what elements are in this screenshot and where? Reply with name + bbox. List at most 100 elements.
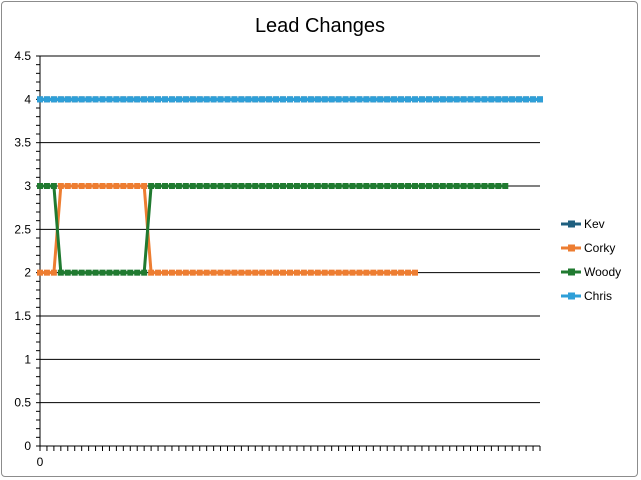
series-point-chris	[238, 96, 245, 103]
series-point-woody	[502, 183, 509, 189]
series-point-chris	[287, 96, 293, 103]
series-point-chris	[328, 96, 335, 103]
series-point-woody	[460, 183, 467, 189]
series-point-corky	[134, 183, 141, 189]
series-point-woody	[43, 183, 50, 189]
series-point-chris	[342, 96, 349, 103]
legend-label-chris: Chris	[584, 289, 612, 303]
series-point-woody	[113, 269, 120, 276]
series-point-corky	[50, 269, 57, 276]
series-point-chris	[175, 96, 182, 103]
series-point-woody	[432, 183, 439, 189]
series-point-woody	[238, 183, 245, 189]
series-point-woody	[425, 183, 432, 189]
series-point-corky	[196, 269, 203, 276]
series-point-chris	[356, 96, 363, 103]
series-point-chris	[259, 96, 266, 103]
series-point-woody	[342, 183, 349, 189]
series-point-corky	[99, 183, 106, 189]
series-point-corky	[314, 269, 321, 276]
series-point-corky	[412, 269, 418, 276]
series-point-chris	[307, 96, 314, 103]
series-point-chris	[439, 96, 446, 103]
series-point-chris	[245, 96, 252, 103]
series-point-woody	[412, 183, 418, 189]
series-point-woody	[439, 183, 446, 189]
series-point-corky	[224, 269, 231, 276]
series-point-corky	[78, 183, 85, 189]
series-point-corky	[57, 183, 64, 189]
series-point-corky	[85, 183, 92, 189]
series-point-chris	[537, 96, 543, 103]
series-point-corky	[252, 269, 259, 276]
series-point-woody	[155, 183, 162, 189]
legend-marker-corky	[568, 244, 575, 252]
series-point-corky	[162, 269, 168, 276]
series-point-corky	[182, 269, 189, 276]
series-point-corky	[391, 269, 398, 276]
series-point-woody	[266, 183, 273, 189]
series-point-chris	[127, 96, 134, 103]
series-point-woody	[50, 183, 57, 189]
y-tick-label: 2	[24, 266, 31, 280]
series-point-woody	[481, 183, 488, 189]
series-point-chris	[155, 96, 162, 103]
x-tick-label: 0	[37, 455, 44, 469]
series-point-woody	[273, 183, 280, 189]
series-point-chris	[85, 96, 92, 103]
series-point-chris	[363, 96, 370, 103]
series-point-corky	[189, 269, 196, 276]
series-point-chris	[481, 96, 488, 103]
series-point-woody	[127, 269, 134, 276]
series-point-woody	[370, 183, 377, 189]
series-point-corky	[71, 183, 78, 189]
series-point-woody	[293, 183, 300, 189]
series-point-chris	[405, 96, 412, 103]
series-point-chris	[203, 96, 210, 103]
series-point-woody	[259, 183, 266, 189]
y-tick-label: 2.5	[14, 222, 31, 236]
series-point-woody	[405, 183, 412, 189]
series-point-corky	[273, 269, 280, 276]
series-point-corky	[92, 183, 99, 189]
series-point-chris	[231, 96, 238, 103]
series-point-chris	[488, 96, 495, 103]
series-point-corky	[356, 269, 363, 276]
series-point-woody	[363, 183, 370, 189]
series-point-corky	[203, 269, 210, 276]
plot-area	[37, 96, 543, 276]
series-point-chris	[196, 96, 203, 103]
series-point-woody	[488, 183, 495, 189]
series-point-chris	[412, 96, 418, 103]
series-point-woody	[224, 183, 231, 189]
series-point-woody	[446, 183, 453, 189]
series-point-woody	[57, 269, 64, 276]
series-point-woody	[321, 183, 328, 189]
series-point-chris	[168, 96, 175, 103]
series-point-corky	[175, 269, 182, 276]
series-point-chris	[120, 96, 127, 103]
series-point-chris	[210, 96, 217, 103]
series-point-corky	[342, 269, 349, 276]
legend-label-corky: Corky	[584, 241, 615, 255]
series-point-corky	[148, 269, 155, 276]
series-point-corky	[370, 269, 377, 276]
series-point-chris	[252, 96, 259, 103]
series-point-chris	[50, 96, 57, 103]
series-point-corky	[217, 269, 224, 276]
series-point-woody	[106, 269, 113, 276]
series-point-woody	[384, 183, 391, 189]
chart-title: Lead Changes	[255, 15, 385, 37]
series-point-chris	[99, 96, 106, 103]
series-point-chris	[370, 96, 377, 103]
series-point-chris	[57, 96, 64, 103]
series-point-chris	[432, 96, 439, 103]
series-point-chris	[453, 96, 460, 103]
series-point-corky	[405, 269, 412, 276]
series-point-chris	[37, 96, 43, 103]
series-point-corky	[335, 269, 342, 276]
series-point-corky	[238, 269, 245, 276]
series-point-corky	[127, 183, 134, 189]
